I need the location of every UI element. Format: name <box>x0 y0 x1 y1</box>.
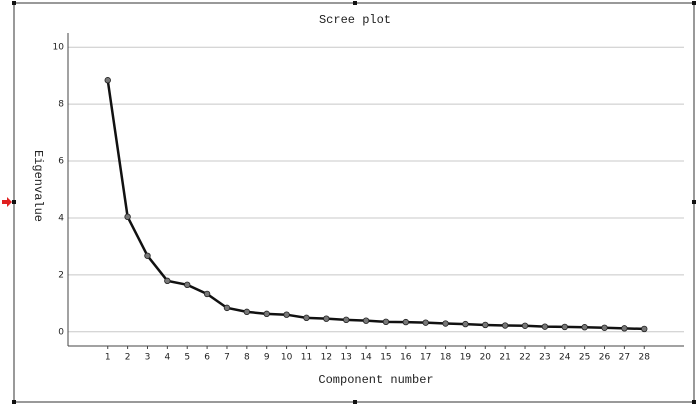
x-tick-label: 7 <box>224 353 230 363</box>
point <box>641 325 648 333</box>
y-tick-label: 8 <box>58 100 64 110</box>
point <box>263 310 270 318</box>
point <box>303 314 310 322</box>
y-tick-label: 2 <box>58 270 64 280</box>
resize-handles <box>12 1 696 404</box>
point <box>243 308 251 316</box>
pointer-arrow <box>2 197 12 207</box>
point <box>422 319 429 326</box>
point <box>382 318 390 326</box>
point <box>184 281 191 289</box>
point <box>561 323 568 331</box>
point <box>402 318 410 326</box>
x-tick-label: 14 <box>360 353 372 363</box>
x-tick-label: 9 <box>264 353 270 363</box>
x-tick-label: 17 <box>420 353 431 363</box>
x-tick-label: 24 <box>559 353 571 363</box>
x-tick-label: 5 <box>184 353 190 363</box>
point <box>482 321 489 329</box>
x-tick-label: 8 <box>244 353 250 363</box>
point <box>462 320 469 328</box>
x-tick-label: 6 <box>204 353 210 363</box>
point <box>581 324 588 331</box>
point <box>164 277 171 285</box>
y-tick-label: 4 <box>58 213 64 223</box>
x-tick-label: 28 <box>639 353 651 363</box>
point <box>342 316 350 324</box>
point <box>223 304 231 312</box>
x-tick-label: 27 <box>619 353 630 363</box>
point <box>501 322 509 329</box>
x-tick-label: 3 <box>145 353 151 363</box>
x-tick-label: 23 <box>539 353 550 363</box>
x-tick-label: 13 <box>340 353 351 363</box>
x-axis-label: Component number <box>318 373 433 387</box>
point <box>203 290 211 298</box>
x-tick-label: 18 <box>440 353 452 363</box>
point <box>323 315 330 322</box>
chart-title: Scree plot <box>319 13 391 27</box>
x-tick-label: 2 <box>125 353 131 363</box>
x-tick-label: 19 <box>460 353 472 363</box>
point <box>541 323 549 330</box>
series-line <box>106 80 645 331</box>
x-tick-label: 15 <box>380 353 391 363</box>
x-tick-label: 16 <box>400 353 412 363</box>
x-tick-label: 21 <box>499 353 510 363</box>
x-tick-label: 11 <box>301 353 312 363</box>
y-axis-label: Eigenvalue <box>31 150 45 222</box>
point <box>362 317 370 324</box>
x-tick-label: 10 <box>281 353 293 363</box>
point <box>521 322 529 329</box>
y-tick-label: 10 <box>53 43 65 53</box>
x-tick-label: 12 <box>321 353 332 363</box>
x-tick-label: 4 <box>164 353 170 363</box>
frame <box>13 2 695 403</box>
x-tick-label: 20 <box>480 353 492 363</box>
point <box>442 320 449 327</box>
point <box>601 324 608 331</box>
y-tick-label: 0 <box>58 327 64 337</box>
point <box>104 77 111 84</box>
x-tick-label: 1 <box>105 353 111 363</box>
point <box>124 213 131 221</box>
y-tick-label: 6 <box>58 157 64 167</box>
x-tick-label: 26 <box>599 353 611 363</box>
x-tick-label: 25 <box>579 353 590 363</box>
point <box>621 325 628 332</box>
point <box>283 311 290 318</box>
x-tick-label: 22 <box>519 353 530 363</box>
point <box>144 252 151 259</box>
